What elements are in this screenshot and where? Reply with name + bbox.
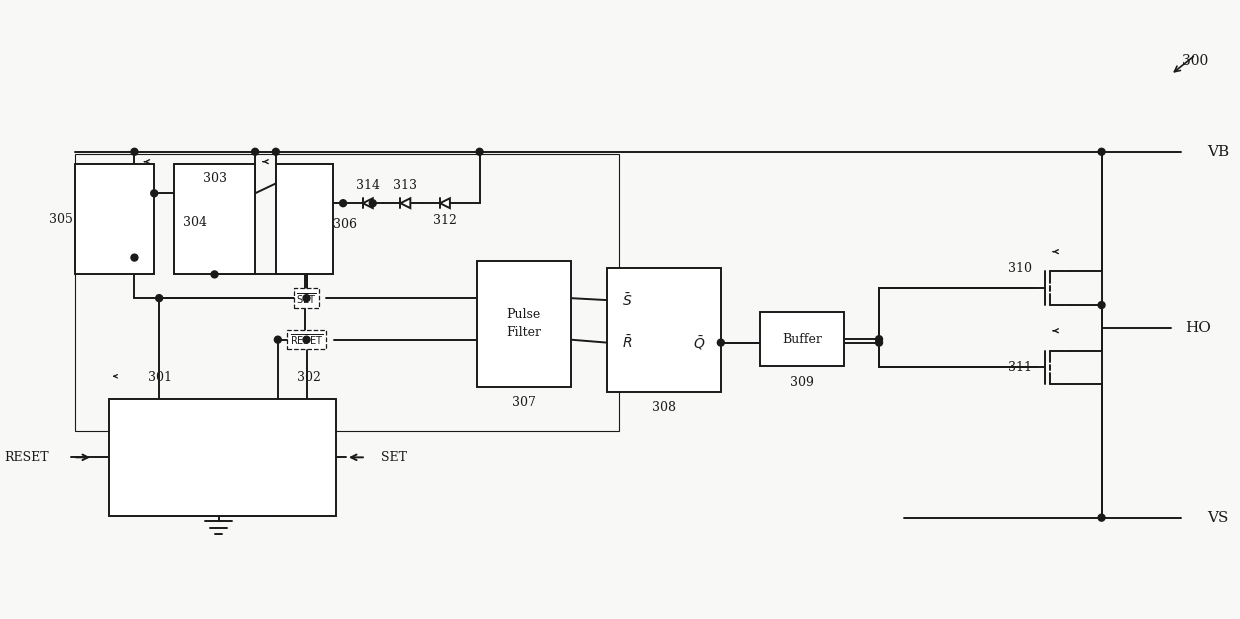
Text: 309: 309 bbox=[790, 376, 815, 389]
Circle shape bbox=[1099, 149, 1105, 155]
Text: Filter: Filter bbox=[506, 326, 541, 339]
Circle shape bbox=[274, 336, 281, 343]
Circle shape bbox=[252, 149, 259, 155]
Text: SET: SET bbox=[381, 451, 407, 464]
Circle shape bbox=[131, 149, 138, 155]
Bar bbox=[174, 163, 255, 274]
Circle shape bbox=[151, 190, 157, 197]
Text: 312: 312 bbox=[433, 215, 456, 228]
Text: 307: 307 bbox=[512, 396, 536, 409]
Text: 303: 303 bbox=[202, 172, 227, 185]
Circle shape bbox=[1099, 514, 1105, 521]
Text: $\overline{\mathrm{SET}}$: $\overline{\mathrm{SET}}$ bbox=[296, 291, 316, 306]
Bar bbox=[275, 163, 334, 274]
Text: $\bar{Q}$: $\bar{Q}$ bbox=[693, 334, 706, 352]
Text: Pulse: Pulse bbox=[506, 308, 541, 321]
Bar bbox=[76, 154, 619, 431]
Text: 302: 302 bbox=[296, 371, 320, 384]
Text: 301: 301 bbox=[148, 371, 172, 384]
Circle shape bbox=[875, 335, 883, 343]
Bar bbox=[760, 312, 844, 366]
Text: 314: 314 bbox=[356, 179, 379, 192]
Circle shape bbox=[370, 200, 376, 207]
Circle shape bbox=[273, 149, 279, 155]
Bar bbox=[476, 261, 570, 387]
Circle shape bbox=[1099, 301, 1105, 308]
Text: 305: 305 bbox=[50, 212, 73, 225]
Text: HO: HO bbox=[1185, 321, 1211, 335]
Polygon shape bbox=[440, 198, 450, 208]
Bar bbox=[109, 399, 336, 516]
Polygon shape bbox=[401, 198, 410, 208]
Circle shape bbox=[156, 295, 162, 301]
Circle shape bbox=[340, 200, 346, 207]
Text: 313: 313 bbox=[393, 179, 418, 192]
Circle shape bbox=[875, 339, 883, 346]
Text: $\overline{\mathrm{RESET}}$: $\overline{\mathrm{RESET}}$ bbox=[290, 332, 324, 347]
Bar bbox=[608, 269, 720, 392]
Circle shape bbox=[211, 271, 218, 278]
Circle shape bbox=[303, 336, 310, 343]
Text: $\bar{S}$: $\bar{S}$ bbox=[621, 292, 632, 308]
Circle shape bbox=[476, 149, 484, 155]
Text: 304: 304 bbox=[182, 217, 207, 230]
Circle shape bbox=[718, 339, 724, 346]
Circle shape bbox=[131, 254, 138, 261]
Text: $\bar{R}$: $\bar{R}$ bbox=[621, 334, 632, 351]
Text: 306: 306 bbox=[334, 219, 357, 232]
Circle shape bbox=[303, 295, 310, 301]
Bar bbox=[76, 163, 154, 274]
Text: VB: VB bbox=[1208, 145, 1230, 159]
Text: 300: 300 bbox=[1183, 54, 1209, 68]
Polygon shape bbox=[363, 198, 373, 208]
Text: RESET: RESET bbox=[5, 451, 50, 464]
Text: 308: 308 bbox=[652, 401, 676, 414]
Text: VS: VS bbox=[1208, 511, 1229, 525]
Text: 310: 310 bbox=[1008, 262, 1033, 275]
Text: 311: 311 bbox=[1008, 361, 1033, 374]
Text: Buffer: Buffer bbox=[782, 332, 822, 345]
